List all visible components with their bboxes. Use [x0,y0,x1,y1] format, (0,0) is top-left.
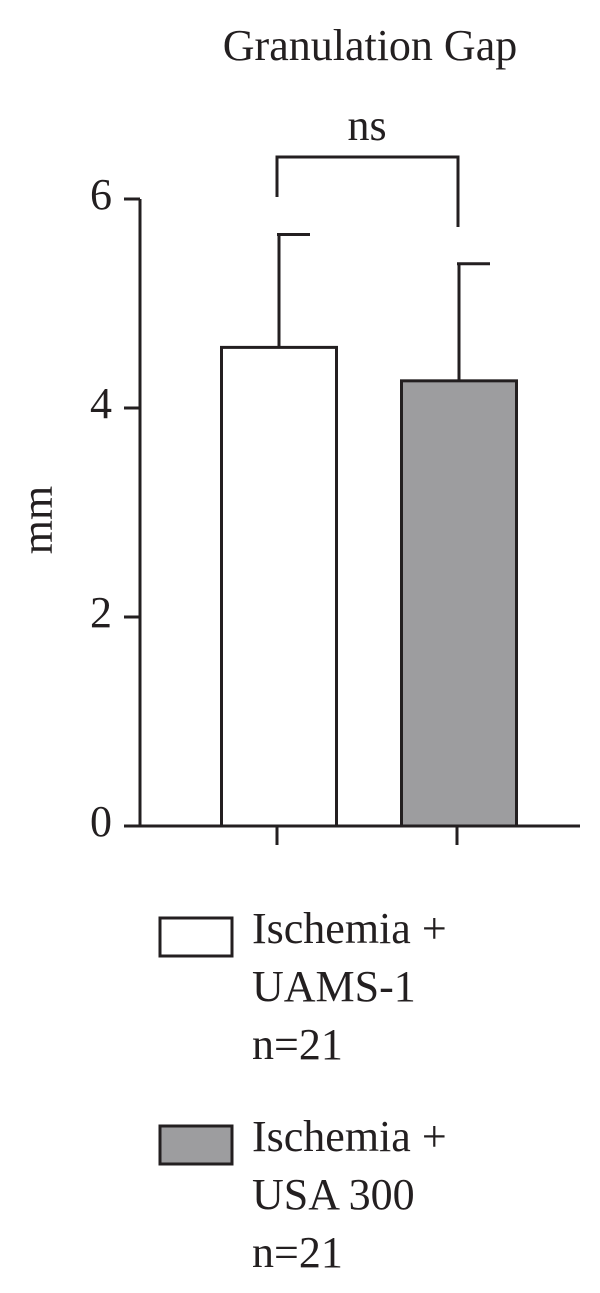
bar [220,345,338,828]
y-tick-label: 0 [90,797,112,846]
y-tick-label: 6 [90,170,112,219]
y-axis-label: mm [13,486,62,554]
legend-swatch [158,916,234,958]
y-tick-label: 2 [90,588,112,637]
y-tick-label: 4 [90,379,112,428]
chart-title: Granulation Gap [223,21,517,70]
significance-bracket [275,155,460,227]
legend-label: Ischemia + UAMS-1 n=21 [252,904,447,1069]
significance-label: ns [347,101,386,150]
legend-swatch [158,1124,234,1166]
bar [400,379,518,828]
legend-label: Ischemia + USA 300 n=21 [252,1112,447,1277]
